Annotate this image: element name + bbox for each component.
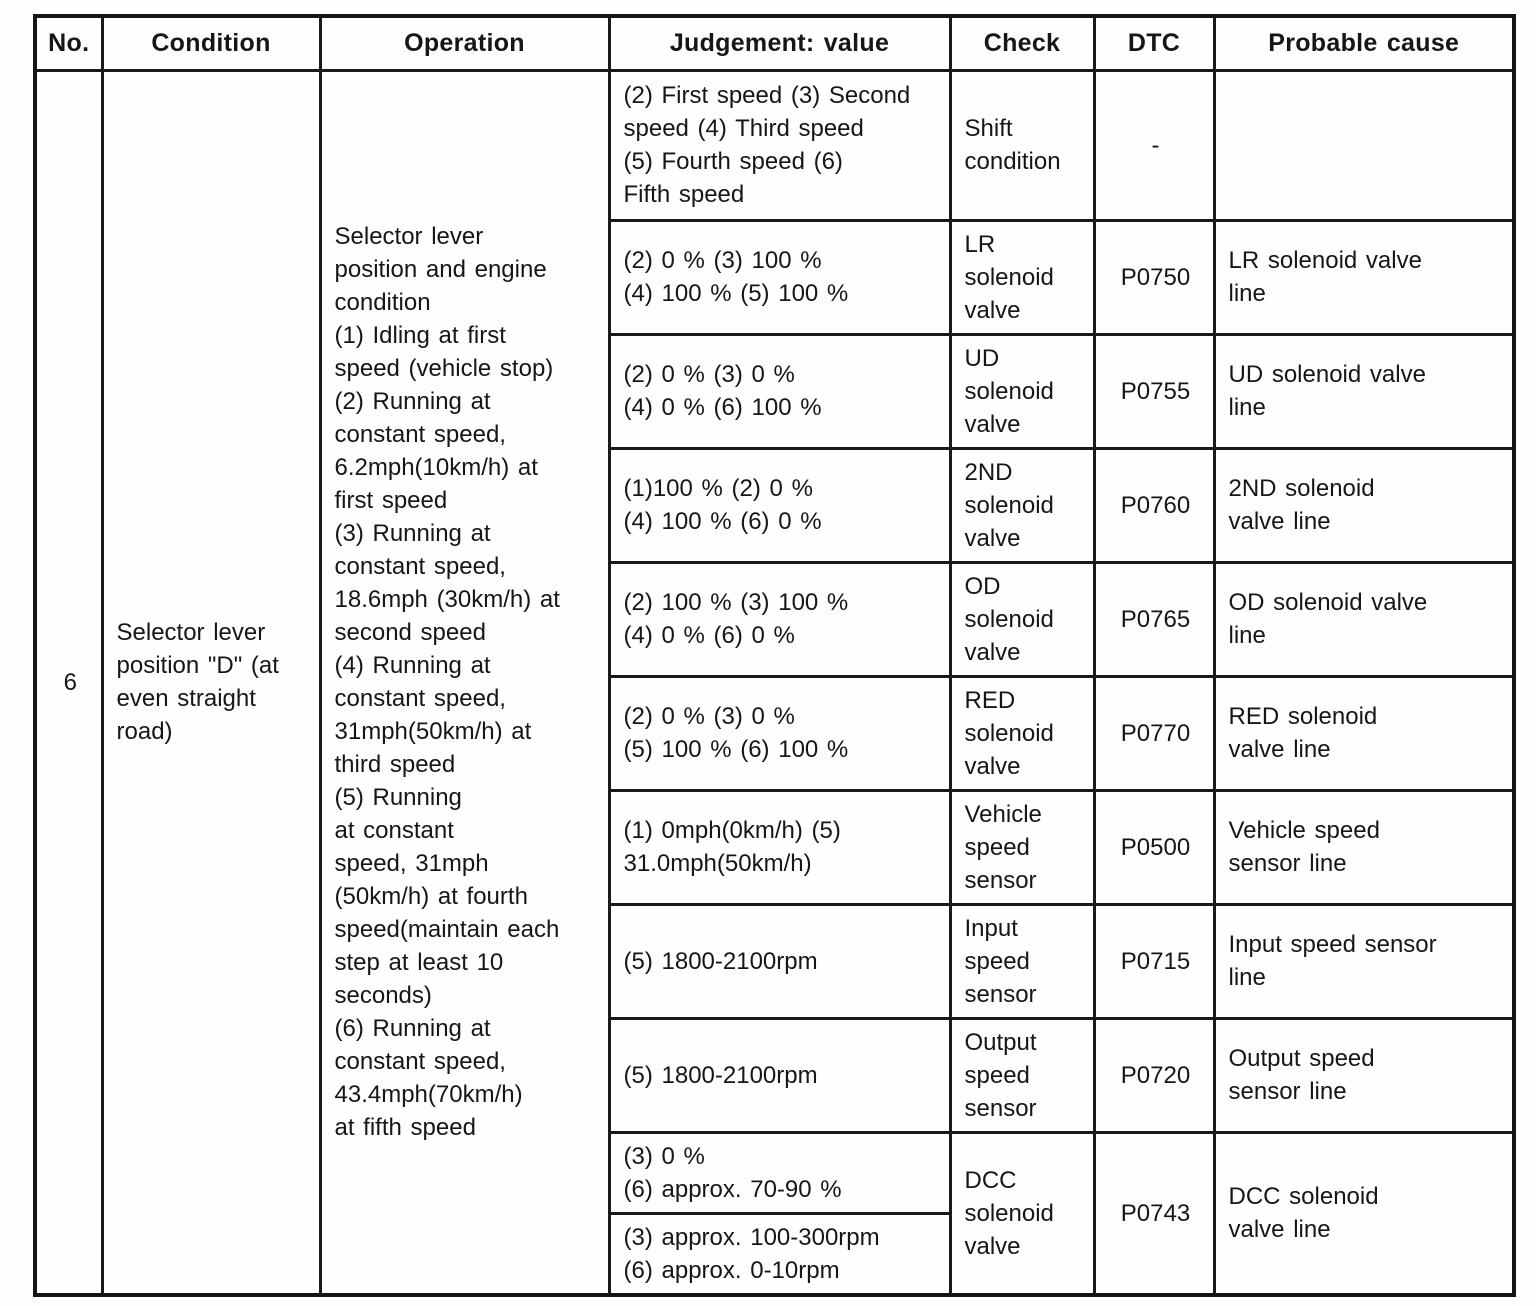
table-row: (5) 1800-2100rpm Input speed sensor P071… bbox=[35, 902, 1516, 1020]
cause-cell: Input speed sensor line bbox=[1212, 902, 1516, 1020]
condition-cell: Selector lever position "D" (at even str… bbox=[100, 68, 322, 1296]
judgement-cell: (3) approx. 100-300rpm (6) approx. 0-10r… bbox=[607, 1211, 952, 1296]
table-row: (2) 0 % (3) 0 % (4) 0 % (6) 100 % UD sol… bbox=[35, 332, 1516, 450]
judgement-cell: (2) 0 % (3) 100 % (4) 100 % (5) 100 % bbox=[607, 218, 952, 336]
cause-cell: LR solenoid valve line bbox=[1212, 218, 1516, 336]
check-cell: UD solenoid valve bbox=[948, 332, 1096, 450]
cause-cell: OD solenoid valve line bbox=[1212, 560, 1516, 678]
operation-cell: Selector lever position and engine condi… bbox=[318, 68, 611, 1296]
dtc-cell: P0770 bbox=[1092, 674, 1216, 792]
judgement-cell: (1)100 % (2) 0 % (4) 100 % (6) 0 % bbox=[607, 446, 952, 564]
check-cell: RED solenoid valve bbox=[948, 674, 1096, 792]
judgement-cell: (5) 1800-2100rpm bbox=[607, 902, 952, 1020]
check-cell: Shift condition bbox=[948, 68, 1096, 222]
judgement-cell: (2) 100 % (3) 100 % (4) 0 % (6) 0 % bbox=[607, 560, 952, 678]
cause-cell: UD solenoid valve line bbox=[1212, 332, 1516, 450]
row-number-cell: 6 bbox=[33, 68, 104, 1296]
diagnostic-table: No. Condition Operation Judgement: value… bbox=[33, 14, 1516, 1297]
check-cell: Input speed sensor bbox=[948, 902, 1096, 1020]
table-row: (3) 0 % (6) approx. 70-90 % DCC solenoid… bbox=[35, 1130, 1516, 1296]
check-cell: Vehicle speed sensor bbox=[948, 788, 1096, 906]
judgement-cell: (2) 0 % (3) 0 % (4) 0 % (6) 100 % bbox=[607, 332, 952, 450]
dtc-cell: - bbox=[1092, 68, 1216, 222]
cause-cell: Vehicle speed sensor line bbox=[1212, 788, 1516, 906]
judgement-cell: (5) 1800-2100rpm bbox=[607, 1016, 952, 1134]
dtc-cell: P0760 bbox=[1092, 446, 1216, 564]
col-header-no: No. bbox=[33, 14, 104, 72]
dtc-cell: P0743 bbox=[1092, 1130, 1216, 1296]
dtc-cell: P0720 bbox=[1092, 1016, 1216, 1134]
table-row: 6 Selector lever position "D" (at even s… bbox=[33, 68, 1516, 1296]
table-row: (1)100 % (2) 0 % (4) 100 % (6) 0 % 2ND s… bbox=[35, 446, 1516, 564]
col-header-cause: Probable cause bbox=[1212, 14, 1516, 72]
dtc-cell: P0715 bbox=[1092, 902, 1216, 1020]
table-row: (2) 0 % (3) 100 % (4) 100 % (5) 100 % LR… bbox=[35, 218, 1516, 336]
check-cell: DCC solenoid valve bbox=[948, 1130, 1096, 1296]
dtc-cell: P0765 bbox=[1092, 560, 1216, 678]
col-header-check: Check bbox=[948, 14, 1096, 72]
col-header-condition: Condition bbox=[100, 14, 322, 72]
judgement-cell: (1) 0mph(0km/h) (5) 31.0mph(50km/h) bbox=[607, 788, 952, 906]
table-row: (3) approx. 100-300rpm (6) approx. 0-10r… bbox=[35, 1211, 1514, 1296]
cause-cell bbox=[1212, 68, 1516, 222]
table-row: (5) 1800-2100rpm Output speed sensor P07… bbox=[35, 1016, 1516, 1134]
check-cell: OD solenoid valve bbox=[948, 560, 1096, 678]
col-header-dtc: DTC bbox=[1092, 14, 1216, 72]
dtc-cell: P0500 bbox=[1092, 788, 1216, 906]
judgement-cell: (2) 0 % (3) 0 % (5) 100 % (6) 100 % bbox=[607, 674, 952, 792]
table-row: (2) 100 % (3) 100 % (4) 0 % (6) 0 % OD s… bbox=[35, 560, 1516, 678]
header-row: No. Condition Operation Judgement: value… bbox=[33, 14, 1516, 72]
check-cell: Output speed sensor bbox=[948, 1016, 1096, 1134]
table-row: (1) 0mph(0km/h) (5) 31.0mph(50km/h) Vehi… bbox=[35, 788, 1516, 906]
check-cell: 2ND solenoid valve bbox=[948, 446, 1096, 564]
cause-cell: RED solenoid valve line bbox=[1212, 674, 1516, 792]
dtc-cell: P0755 bbox=[1092, 332, 1216, 450]
judgement-cell: (2) First speed (3) Second speed (4) Thi… bbox=[607, 68, 952, 222]
table-row: (2) 0 % (3) 0 % (5) 100 % (6) 100 % RED … bbox=[35, 674, 1516, 792]
col-header-operation: Operation bbox=[318, 14, 611, 72]
cause-cell: Output speed sensor line bbox=[1212, 1016, 1516, 1134]
cause-cell: 2ND solenoid valve line bbox=[1212, 446, 1516, 564]
dtc-cell: P0750 bbox=[1092, 218, 1216, 336]
check-cell: LR solenoid valve bbox=[948, 218, 1096, 336]
judgement-cell: (3) 0 % (6) approx. 70-90 % bbox=[607, 1130, 952, 1215]
col-header-judgement: Judgement: value bbox=[607, 14, 952, 72]
cause-cell: DCC solenoid valve line bbox=[1212, 1130, 1516, 1296]
